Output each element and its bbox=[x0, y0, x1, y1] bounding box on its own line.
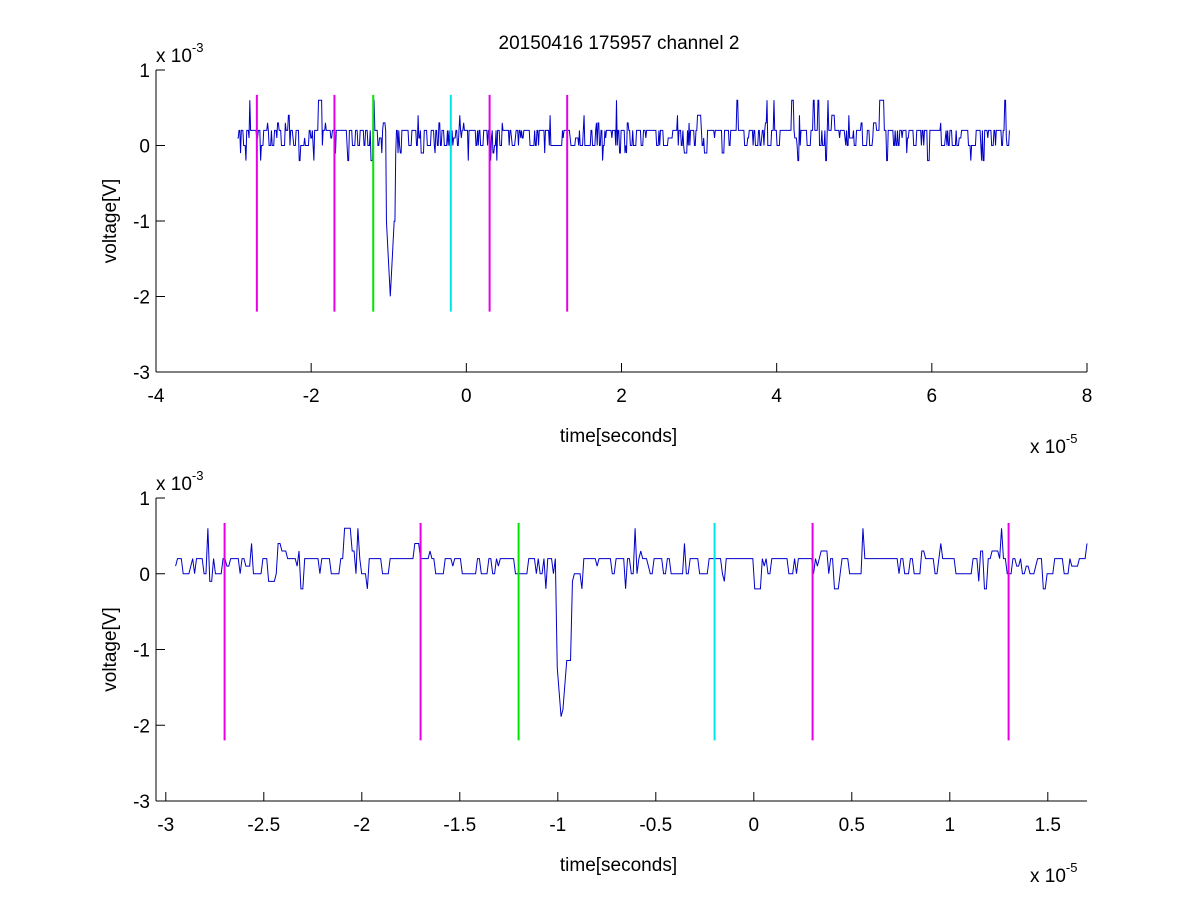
y-exponent-label: x 10-3 bbox=[156, 468, 203, 495]
x-tick-label: 1 bbox=[945, 815, 956, 836]
x-tick-label: 8 bbox=[1082, 386, 1093, 407]
top-plot: -4 -2 0 2 4 6 8 -3 -2 -1 0 1 x 10-3 x 10-5 time[second… bbox=[100, 40, 1092, 458]
x-tick-label: -1.5 bbox=[443, 815, 476, 836]
voltage-trace bbox=[175, 527, 1088, 717]
x-tick-label: 0.5 bbox=[839, 815, 865, 836]
y-tick-label: 0 bbox=[139, 565, 150, 586]
y-tick-label: -1 bbox=[133, 641, 150, 662]
x-tick-label: 0 bbox=[749, 815, 760, 836]
x-tick-label: -2 bbox=[353, 815, 370, 836]
x-tick-label: -1 bbox=[549, 815, 566, 836]
voltage-trace bbox=[237, 99, 1010, 297]
y-tick-label: -2 bbox=[133, 288, 150, 309]
y-tick-label: 1 bbox=[139, 61, 150, 82]
x-tick-label: -4 bbox=[148, 386, 165, 407]
y-tick-label: -3 bbox=[133, 363, 150, 384]
x-tick-label: -3 bbox=[157, 815, 174, 836]
y-tick-label: -3 bbox=[133, 792, 150, 813]
x-tick-label: 1.5 bbox=[1035, 815, 1061, 836]
x-axis-label: time[seconds] bbox=[560, 855, 677, 876]
y-tick-label: -2 bbox=[133, 716, 150, 737]
x-axis-label: time[seconds] bbox=[560, 426, 677, 447]
bottom-plot: -3 -2.5 -2 -1.5 -1 -0.5 0 0.5 1 1.5 -3 -2 -1 0 1 x 10-3… bbox=[100, 468, 1088, 887]
x-tick-label: -2 bbox=[303, 386, 320, 407]
x-tick-label: 0 bbox=[461, 386, 472, 407]
y-tick-label: 1 bbox=[139, 489, 150, 510]
y-tick-label: 0 bbox=[139, 137, 150, 158]
x-tick-label: -0.5 bbox=[639, 815, 672, 836]
x-tick-label: 6 bbox=[927, 386, 938, 407]
y-axis-label: voltage[V] bbox=[100, 607, 121, 692]
x-exponent-label: x 10-5 bbox=[1030, 431, 1077, 458]
x-exponent-label: x 10-5 bbox=[1030, 860, 1077, 887]
y-tick-label: -1 bbox=[133, 212, 150, 233]
x-tick-label: -2.5 bbox=[247, 815, 280, 836]
x-tick-label: 2 bbox=[616, 386, 627, 407]
y-exponent-label: x 10-3 bbox=[156, 40, 203, 67]
x-tick-label: 4 bbox=[771, 386, 782, 407]
y-axis-label: voltage[V] bbox=[100, 179, 121, 264]
figure-title: 20150416 175957 channel 2 bbox=[499, 33, 740, 54]
